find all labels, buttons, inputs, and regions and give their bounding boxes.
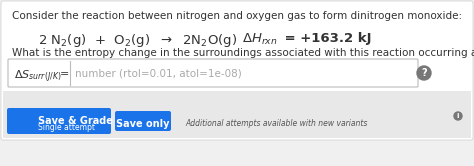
Text: Save only: Save only [116,119,170,129]
Text: $\Delta$H$_{rxn}$: $\Delta$H$_{rxn}$ [242,32,278,47]
Text: ?: ? [421,68,427,78]
Text: Consider the reaction between nitrogen and oxygen gas to form dinitrogen monoxid: Consider the reaction between nitrogen a… [12,11,462,21]
Text: Single attempt: Single attempt [38,123,95,132]
Text: What is the entropy change in the surroundings associated with this reaction occ: What is the entropy change in the surrou… [12,48,474,58]
Text: 2 N$_2$(g)  +  O$_2$(g)  $\rightarrow$  2N$_2$O(g): 2 N$_2$(g) + O$_2$(g) $\rightarrow$ 2N$_… [38,32,237,49]
Text: Save & Grade: Save & Grade [38,116,113,126]
Text: i: i [457,113,459,119]
Text: Additional attempts available with new variants: Additional attempts available with new v… [185,119,367,128]
Circle shape [454,112,462,120]
Text: = +163.2 kJ: = +163.2 kJ [280,32,372,45]
Circle shape [417,66,431,80]
FancyBboxPatch shape [7,108,111,134]
FancyBboxPatch shape [1,1,473,140]
FancyBboxPatch shape [115,111,171,131]
Text: =: = [60,69,69,79]
FancyBboxPatch shape [3,91,471,138]
Text: number (rtol=0.01, atol=1e-08): number (rtol=0.01, atol=1e-08) [75,69,242,79]
FancyBboxPatch shape [8,59,418,87]
Text: $\Delta S_{surr(J/K)}$: $\Delta S_{surr(J/K)}$ [14,69,62,85]
